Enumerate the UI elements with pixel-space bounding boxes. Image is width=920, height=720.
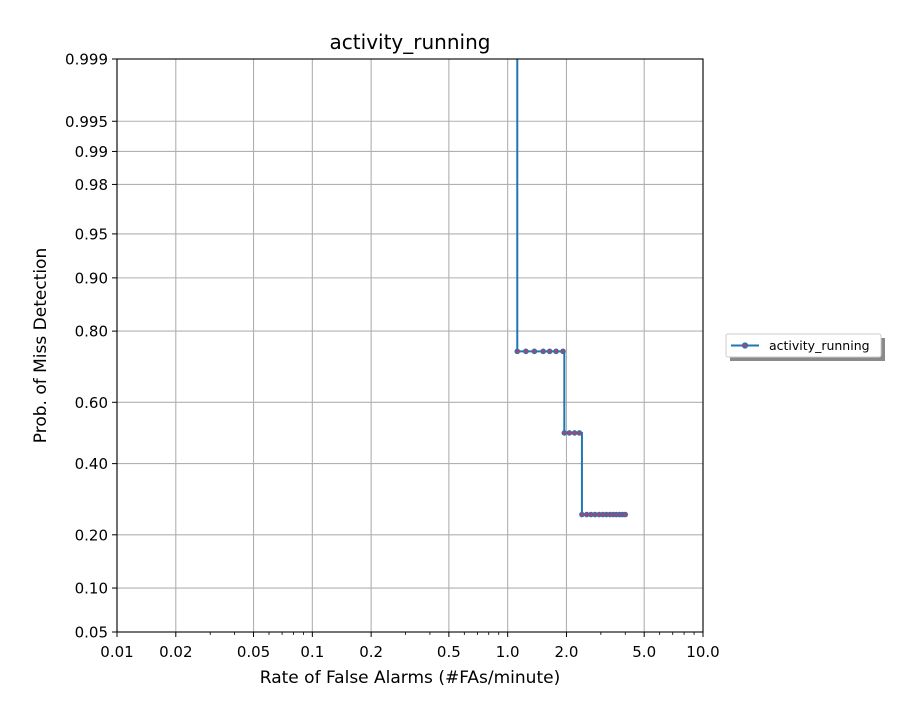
x-axis-label: Rate of False Alarms (#FAs/minute): [260, 668, 560, 688]
y-tick-label: 0.99: [75, 143, 108, 161]
data-point: [553, 348, 559, 355]
x-tick-label: 0.1: [300, 643, 324, 661]
data-point: [560, 348, 566, 355]
data-point: [540, 348, 546, 355]
series-layer: [514, 59, 629, 518]
legend-entry-label: activity_running: [769, 338, 870, 353]
y-tick-label: 0.10: [75, 580, 108, 598]
y-tick-label: 0.90: [75, 269, 108, 287]
x-tick-label: 0.05: [237, 643, 270, 661]
data-point: [571, 430, 578, 436]
x-tick-label: 5.0: [632, 643, 656, 661]
x-tick-label: 0.01: [100, 643, 133, 661]
y-tick-label: 0.05: [75, 624, 108, 642]
ticks: 0.01 0.02 0.05 0.1 0.2 0.5 1.0 2.0 5.0 10.0 0.05 0.…: [65, 51, 720, 662]
plot-frame: [116, 58, 704, 633]
y-tick-label: 0.80: [75, 323, 108, 341]
y-tick-label: 0.40: [75, 455, 108, 473]
legend-marker-swatch: [741, 342, 749, 349]
chart-title: activity_running: [330, 30, 491, 54]
data-point: [546, 348, 553, 355]
y-tick-label: 0.995: [65, 113, 108, 131]
x-tick-label: 1.0: [496, 643, 520, 661]
data-point: [576, 430, 583, 436]
data-point: [561, 430, 568, 436]
data-point: [531, 348, 538, 355]
data-point: [523, 348, 529, 355]
data-point: [566, 430, 573, 436]
x-tick-label: 0.2: [359, 643, 383, 661]
x-tick-label: 2.0: [555, 643, 579, 661]
y-tick-label: 0.20: [75, 526, 108, 544]
y-tick-label: 0.98: [75, 176, 108, 194]
legend-box: [725, 333, 882, 358]
y-axis-label: Prob. of Miss Detection: [31, 248, 51, 443]
data-point: [622, 511, 629, 518]
data-point: [514, 348, 521, 355]
y-tick-label: 0.999: [65, 51, 108, 69]
y-tick-label: 0.60: [75, 394, 108, 412]
legend: activity_running: [725, 333, 885, 361]
data-point: [579, 511, 585, 518]
x-tick-label: 10.0: [686, 643, 719, 661]
y-tick-label: 0.95: [75, 225, 108, 243]
x-tick-label: 0.5: [437, 643, 461, 661]
x-tick-label: 0.02: [159, 643, 192, 661]
